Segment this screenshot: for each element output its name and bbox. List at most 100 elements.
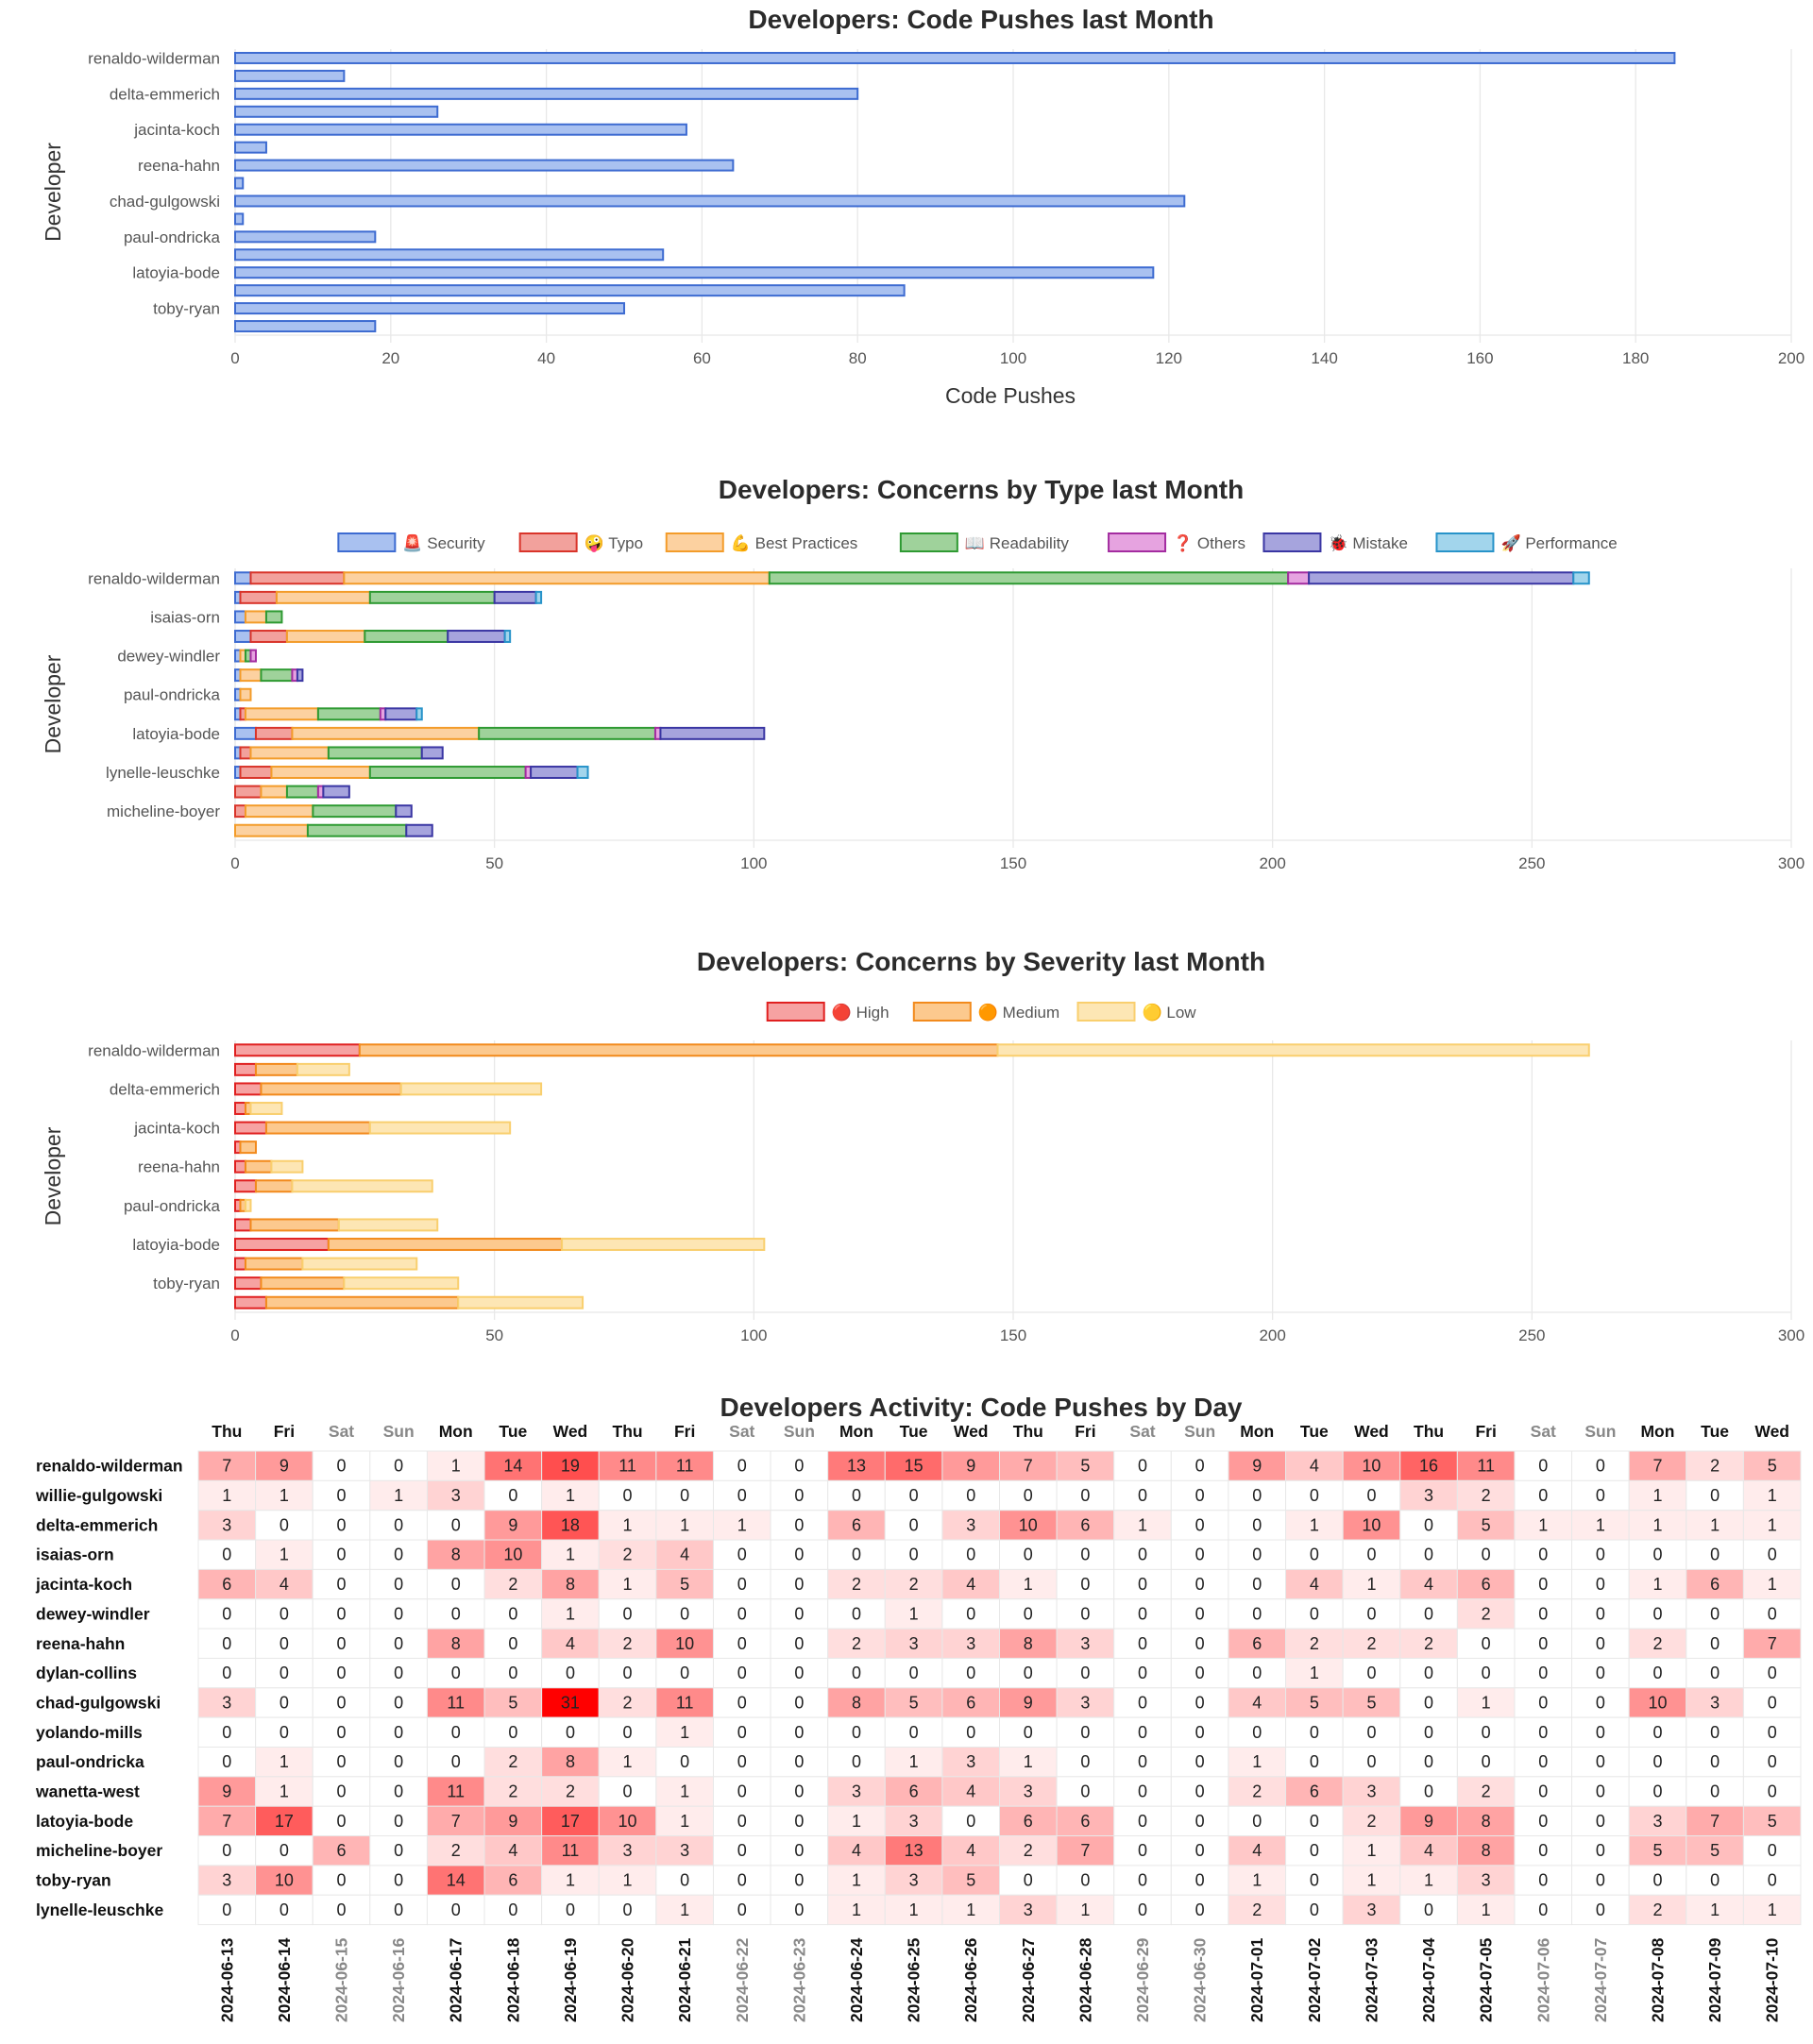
cell-value: 0 (737, 1546, 747, 1564)
heatmap-cell (1514, 1539, 1573, 1570)
legend-label[interactable]: 🔴 High (832, 1003, 890, 1022)
heatmap-cell (1514, 1450, 1573, 1481)
cell-value: 5 (1482, 1515, 1491, 1534)
bar-segment (768, 571, 1290, 585)
legend-swatch[interactable] (518, 532, 578, 552)
legend-label[interactable]: 🟡 Low (1143, 1003, 1197, 1022)
cell-value: 0 (1652, 1664, 1662, 1682)
heatmap-cell (999, 1628, 1058, 1659)
heatmap-cell (369, 1628, 428, 1659)
cell-value: 0 (394, 1634, 403, 1653)
legend-label[interactable]: 📖 Readability (965, 534, 1069, 552)
cell-value: 1 (680, 1515, 689, 1534)
cell-value: 4 (1424, 1575, 1433, 1594)
cell-value: 0 (394, 1604, 403, 1623)
cell-value: 0 (222, 1546, 231, 1564)
cell-value: 0 (1768, 1752, 1777, 1771)
cell-value: 1 (680, 1812, 689, 1831)
bar-segment (405, 823, 433, 837)
cell-value: 6 (1080, 1515, 1090, 1534)
date-label: 2024-07-05 (1477, 1937, 1496, 2022)
heatmap-cell (1113, 1510, 1172, 1541)
heatmap-cell (541, 1865, 600, 1896)
x-tick-label: 200 (1259, 1326, 1285, 1344)
cell-value: 3 (222, 1693, 231, 1712)
legend-swatch[interactable] (1108, 532, 1167, 552)
cell-value: 0 (337, 1900, 347, 1919)
y-tick-label: paul-ondricka (124, 1197, 221, 1215)
cell-value: 0 (1195, 1871, 1205, 1890)
heatmap-cell (255, 1835, 313, 1867)
cell-value: 0 (508, 1723, 517, 1742)
cell-value: 1 (1424, 1871, 1433, 1890)
bar (234, 177, 245, 190)
bar-segment (306, 823, 408, 837)
heatmap-cell (369, 1598, 428, 1630)
heatmap-cell (1056, 1835, 1115, 1867)
bar-segment (260, 1082, 402, 1096)
bar-segment (296, 1062, 350, 1076)
weekday-label: Tue (1701, 1422, 1729, 1441)
cell-value: 0 (1138, 1871, 1147, 1890)
bar-segment (399, 1082, 543, 1096)
legend-swatch[interactable] (1435, 532, 1495, 552)
cell-value: 0 (1596, 1664, 1605, 1682)
heatmap-cell (999, 1479, 1058, 1512)
legend-swatch[interactable] (912, 1002, 972, 1022)
legend-label[interactable]: ❓ Others (1173, 533, 1245, 552)
heatmap-cell (1342, 1450, 1401, 1481)
cell-value: 16 (1419, 1457, 1438, 1476)
x-tick-label: 60 (693, 349, 711, 367)
legend-label[interactable]: 💪 Best Practices (731, 533, 858, 552)
x-tick-label: 160 (1466, 349, 1493, 367)
legend-label[interactable]: 🐞 Mistake (1328, 533, 1407, 552)
cell-value: 0 (1652, 1723, 1662, 1742)
cell-value: 0 (852, 1546, 861, 1564)
legend-swatch[interactable] (1076, 1002, 1136, 1022)
developer-label: delta-emmerich (36, 1515, 158, 1534)
legend-swatch[interactable] (337, 532, 397, 552)
cell-value: 0 (794, 1752, 804, 1771)
y-tick-label: chad-gulgowski (110, 193, 220, 211)
cell-value: 0 (1366, 1723, 1376, 1742)
cell-value: 0 (1482, 1664, 1491, 1682)
cell-value: 0 (737, 1693, 747, 1712)
heatmap-cell (1342, 1716, 1401, 1748)
heatmap-cell (426, 1835, 485, 1867)
cell-value: 13 (847, 1457, 866, 1476)
legend-swatch[interactable] (899, 532, 958, 552)
heatmap-cell (712, 1450, 771, 1481)
cell-value: 1 (1310, 1664, 1319, 1682)
legend-label[interactable]: 🚨 Security (402, 533, 485, 552)
heatmap-cell (1228, 1450, 1287, 1481)
legend-label[interactable]: 🤪 Typo (585, 534, 643, 553)
x-tick-label: 300 (1778, 1326, 1805, 1344)
cell-value: 0 (1710, 1723, 1720, 1742)
cell-value: 0 (1024, 1871, 1033, 1890)
bar-segment (239, 766, 273, 779)
heatmap-cell (483, 1805, 543, 1837)
legend-swatch[interactable] (1262, 532, 1322, 552)
date-label: 2024-06-25 (905, 1937, 923, 2022)
heatmap-cell (369, 1687, 428, 1718)
developer-label: lynelle-leuschke (36, 1900, 163, 1919)
weekday-label: Wed (954, 1422, 989, 1441)
legend-swatch[interactable] (665, 532, 724, 552)
cell-value: 0 (337, 1486, 347, 1505)
cell-value: 0 (1482, 1752, 1491, 1771)
cell-value: 1 (623, 1871, 633, 1890)
cell-value: 0 (1366, 1546, 1376, 1564)
y-tick-label: renaldo-wilderman (88, 569, 220, 587)
cell-value: 10 (1648, 1693, 1667, 1712)
cell-value: 4 (508, 1841, 517, 1860)
bar-segment (254, 1062, 298, 1076)
legend-swatch[interactable] (766, 1002, 825, 1022)
heatmap-cell (1742, 1510, 1802, 1541)
legend-label[interactable]: 🚀 Performance (1500, 533, 1617, 552)
cell-value: 7 (1768, 1634, 1777, 1653)
cell-value: 7 (1652, 1457, 1662, 1476)
cell-value: 0 (508, 1486, 517, 1505)
cell-value: 0 (1310, 1900, 1319, 1919)
legend-label[interactable]: 🟠 Medium (978, 1003, 1059, 1022)
cell-value: 4 (280, 1575, 289, 1594)
